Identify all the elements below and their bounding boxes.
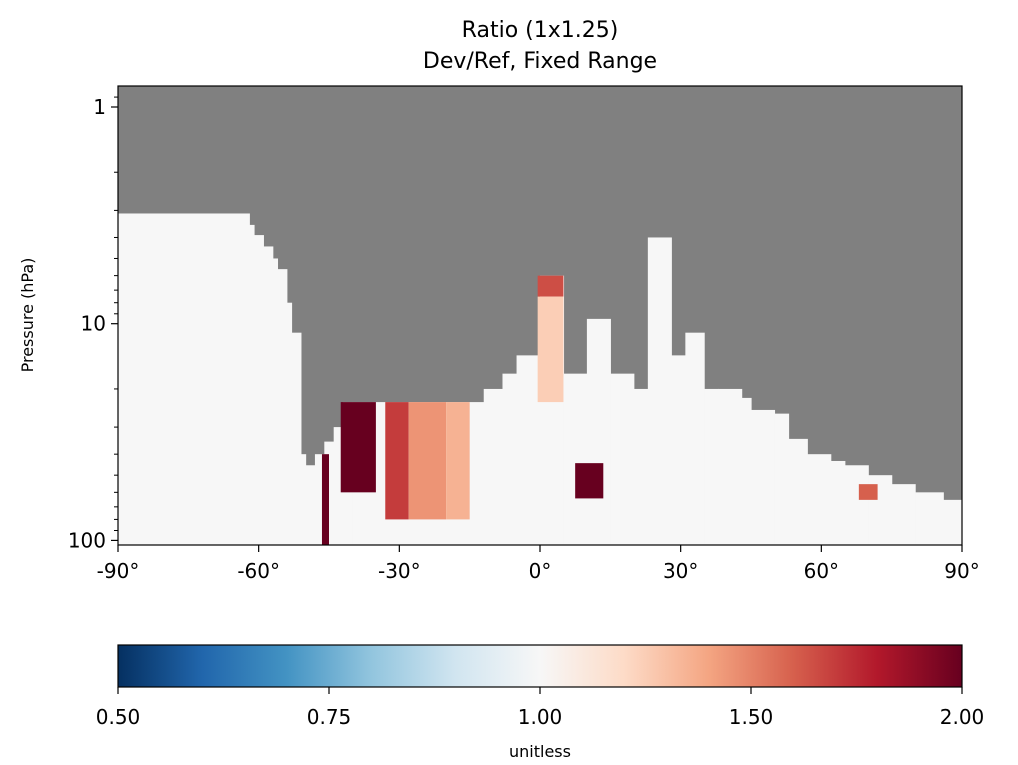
valid-data-column (277, 269, 288, 545)
heatmap-cell (858, 484, 878, 500)
x-tick-label: 90° (944, 559, 979, 583)
valid-data-column (943, 499, 963, 545)
valid-data-column (807, 454, 832, 545)
valid-data-column (741, 397, 752, 545)
valid-data-column (788, 438, 808, 545)
colorbar-tick-label: 2.00 (940, 705, 985, 729)
valid-data-column (291, 332, 302, 545)
valid-data-column (751, 409, 776, 545)
valid-data-column (253, 235, 264, 545)
colorbar-label: unitless (509, 742, 571, 761)
heatmap-cell (408, 402, 447, 520)
colorbar-tick-label: 0.50 (96, 705, 141, 729)
valid-data-column (324, 441, 335, 545)
valid-data-column (685, 332, 705, 545)
x-tick-label: 60° (804, 559, 839, 583)
chart-title: Ratio (1x1.25) (462, 18, 619, 43)
colorbar-gradient (117, 644, 963, 688)
x-tick-label: 30° (663, 559, 698, 583)
heatmap-cell (446, 402, 470, 520)
x-tick-label: -90° (97, 559, 140, 583)
valid-data-column (718, 388, 743, 545)
colorbar-tick-label: 1.50 (729, 705, 774, 729)
heatmap-cell (575, 463, 604, 499)
y-tick-label: 10 (81, 312, 106, 336)
heatmap-cell (537, 275, 564, 297)
valid-data-column (844, 465, 869, 545)
colorbar-tick-label: 0.75 (307, 705, 352, 729)
y-tick-label: 1 (93, 95, 106, 119)
heatmap-cell (537, 296, 564, 403)
valid-data-column (704, 388, 719, 545)
valid-data-column (483, 388, 504, 545)
plot-frame (117, 85, 963, 546)
y-tick-label: 100 (68, 528, 106, 552)
valid-data-column (830, 460, 846, 545)
valid-data-column (563, 373, 588, 545)
valid-data-column (516, 355, 541, 545)
x-tick-label: 0° (529, 559, 552, 583)
valid-data-column (300, 454, 307, 545)
colorbar: 0.50 0.75 1.00 1.50 2.00 unitless (96, 644, 985, 761)
valid-data-column (286, 302, 293, 545)
valid-data-column (314, 454, 325, 545)
heatmap-cell (385, 402, 409, 520)
valid-data-column (249, 224, 255, 545)
chart-subtitle: Dev/Ref, Fixed Range (423, 49, 657, 74)
heatmap-cell (340, 402, 376, 493)
x-tick-label: -60° (237, 559, 280, 583)
valid-data-column (633, 388, 649, 545)
valid-data-column (647, 237, 672, 545)
valid-data-column (502, 373, 518, 545)
valid-data-column (586, 318, 611, 545)
heatmap-cell (321, 454, 329, 545)
valid-data-column (118, 213, 250, 546)
valid-data-column (671, 355, 686, 545)
valid-data-column (774, 413, 790, 545)
x-tick-label: -30° (378, 559, 421, 583)
valid-data-column (915, 492, 944, 545)
valid-data-column (891, 484, 916, 545)
valid-data-column (305, 465, 316, 545)
valid-data-column (333, 427, 344, 545)
y-axis-label: Pressure (hPa) (18, 258, 37, 373)
colorbar-tick-label: 1.00 (518, 705, 563, 729)
valid-data-column (272, 258, 279, 545)
plot-area: -90° -60° -30° 0° 30° 60° 90° 1 10 100 (68, 85, 980, 583)
valid-data-column (610, 373, 635, 545)
valid-data-column (263, 246, 274, 546)
